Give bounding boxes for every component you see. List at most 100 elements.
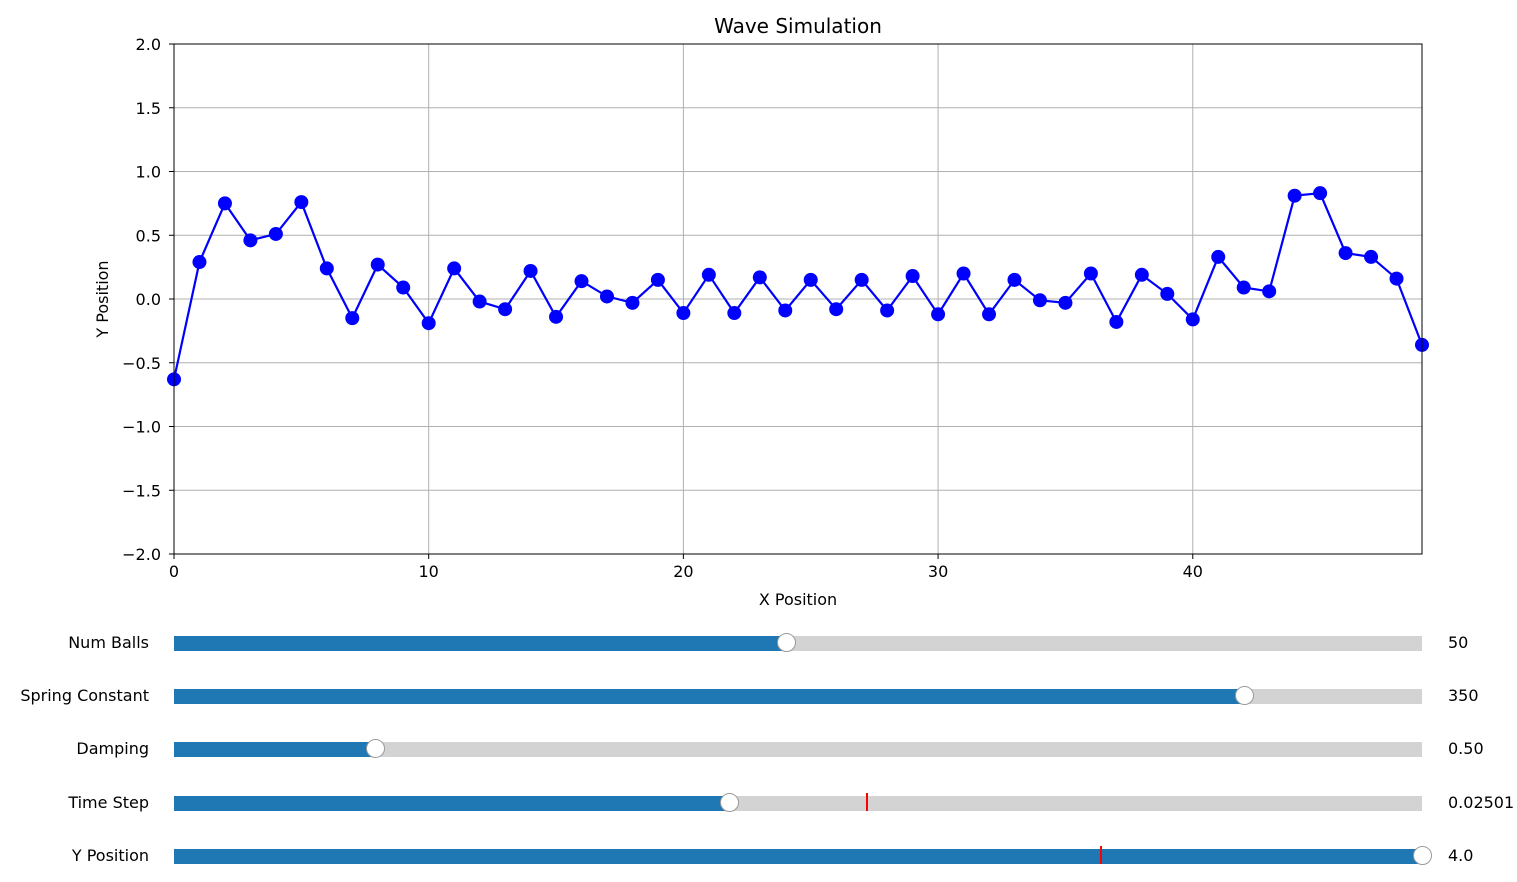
slider-value: 0.50 — [1448, 739, 1484, 758]
data-point — [1032, 293, 1047, 308]
data-point — [752, 270, 767, 285]
data-point — [472, 294, 487, 309]
slider-label: Y Position — [71, 846, 149, 865]
data-point — [676, 306, 691, 321]
data-point — [956, 266, 971, 281]
data-point — [1007, 272, 1022, 287]
y-tick-label: −1.5 — [122, 481, 161, 500]
slider-track[interactable] — [174, 846, 1432, 865]
slider-fill — [174, 636, 786, 651]
data-point — [829, 302, 844, 317]
x-axis-label: X Position — [759, 590, 837, 609]
slider-handle[interactable] — [720, 793, 740, 812]
data-point — [931, 307, 946, 322]
slider-time-step: Time Step 0.02501 — [0, 793, 1517, 813]
initial-value-marker — [865, 793, 868, 811]
data-point — [599, 289, 614, 304]
data-point — [319, 261, 334, 276]
slider-value: 350 — [1448, 686, 1479, 705]
y-tick-label: 1.0 — [136, 163, 161, 182]
data-point — [625, 295, 640, 310]
data-point — [243, 233, 258, 248]
x-tick-label: 30 — [928, 562, 948, 581]
slider-track[interactable] — [174, 739, 1422, 758]
data-point — [1287, 188, 1302, 203]
data-point — [778, 303, 793, 318]
y-tick-label: 2.0 — [136, 35, 161, 54]
chart-title: Wave Simulation — [714, 14, 882, 38]
data-point — [1338, 246, 1353, 261]
slider-fill — [174, 849, 1422, 864]
slider-value: 50 — [1448, 633, 1469, 652]
slider-label: Num Balls — [68, 633, 149, 652]
x-tick-label: 0 — [169, 562, 179, 581]
slider-label: Damping — [76, 739, 149, 758]
x-tick-label: 20 — [673, 562, 693, 581]
y-tick-label: 0.0 — [136, 290, 161, 309]
slider-handle[interactable] — [1413, 846, 1432, 865]
data-point — [880, 303, 895, 318]
slider-num-balls: Num Balls 50 — [0, 633, 1517, 653]
slider-fill — [174, 796, 730, 811]
slider-y-position: Y Position 4.0 — [0, 846, 1517, 866]
data-point — [1134, 267, 1149, 282]
data-point — [982, 307, 997, 322]
data-point — [1364, 249, 1379, 264]
wave-plot: Wave Simulation 0 10 20 30 40 −2.0 −1.5 −1.0 −0.… — [93, 14, 1429, 609]
data-point — [1389, 271, 1404, 286]
data-point — [1160, 286, 1175, 301]
data-point — [1109, 314, 1124, 329]
slider-value: 0.02501 — [1448, 793, 1515, 812]
data-point — [447, 261, 462, 276]
slider-handle[interactable] — [1234, 686, 1254, 705]
data-point — [701, 267, 716, 282]
data-point — [854, 272, 869, 287]
data-point — [345, 311, 360, 326]
y-axis-label: Y Position — [93, 260, 112, 338]
slider-handle[interactable] — [365, 739, 385, 758]
data-point — [396, 280, 411, 295]
y-tick-label: −0.5 — [122, 354, 161, 373]
data-point — [1185, 312, 1200, 327]
data-point — [1236, 280, 1251, 295]
data-point — [905, 269, 920, 284]
slider-track[interactable] — [174, 793, 1422, 812]
data-point — [421, 316, 436, 331]
data-point — [192, 255, 207, 270]
data-point — [574, 274, 589, 289]
slider-track[interactable] — [174, 686, 1422, 705]
data-point — [498, 302, 513, 317]
slider-fill — [174, 742, 375, 757]
initial-value-marker — [1100, 846, 1103, 864]
x-tick-label: 10 — [419, 562, 439, 581]
slider-damping: Damping 0.50 — [0, 739, 1517, 759]
data-point — [1211, 249, 1226, 264]
data-point — [294, 195, 309, 210]
data-point — [370, 257, 385, 272]
slider-fill — [174, 689, 1244, 704]
data-series — [167, 186, 1429, 387]
data-point — [1058, 295, 1073, 310]
slider-label: Spring Constant — [20, 686, 149, 705]
data-point — [1262, 284, 1277, 299]
y-tick-label: 1.5 — [136, 99, 161, 118]
data-point — [523, 263, 538, 278]
slider-value: 4.0 — [1448, 846, 1474, 865]
data-point — [549, 309, 564, 324]
series-line — [172, 192, 1424, 380]
data-point — [1313, 186, 1328, 201]
data-point — [1083, 266, 1098, 281]
y-tick-label: 0.5 — [136, 226, 161, 245]
y-tick-label: −2.0 — [122, 545, 161, 564]
data-point — [803, 272, 818, 287]
data-point — [650, 272, 665, 287]
slider-handle[interactable] — [776, 633, 796, 652]
y-tick-label: −1.0 — [122, 418, 161, 437]
data-point — [727, 306, 742, 321]
x-tick-label: 40 — [1183, 562, 1203, 581]
axis-ticks: 0 10 20 30 40 −2.0 −1.5 −1.0 −0.5 0.0 0.5 1.0 1.5 2.0 — [122, 35, 1203, 581]
data-point — [268, 226, 283, 241]
slider-label: Time Step — [68, 793, 149, 812]
slider-track[interactable] — [174, 633, 1422, 652]
slider-spring-constant: Spring Constant 350 — [0, 686, 1517, 706]
